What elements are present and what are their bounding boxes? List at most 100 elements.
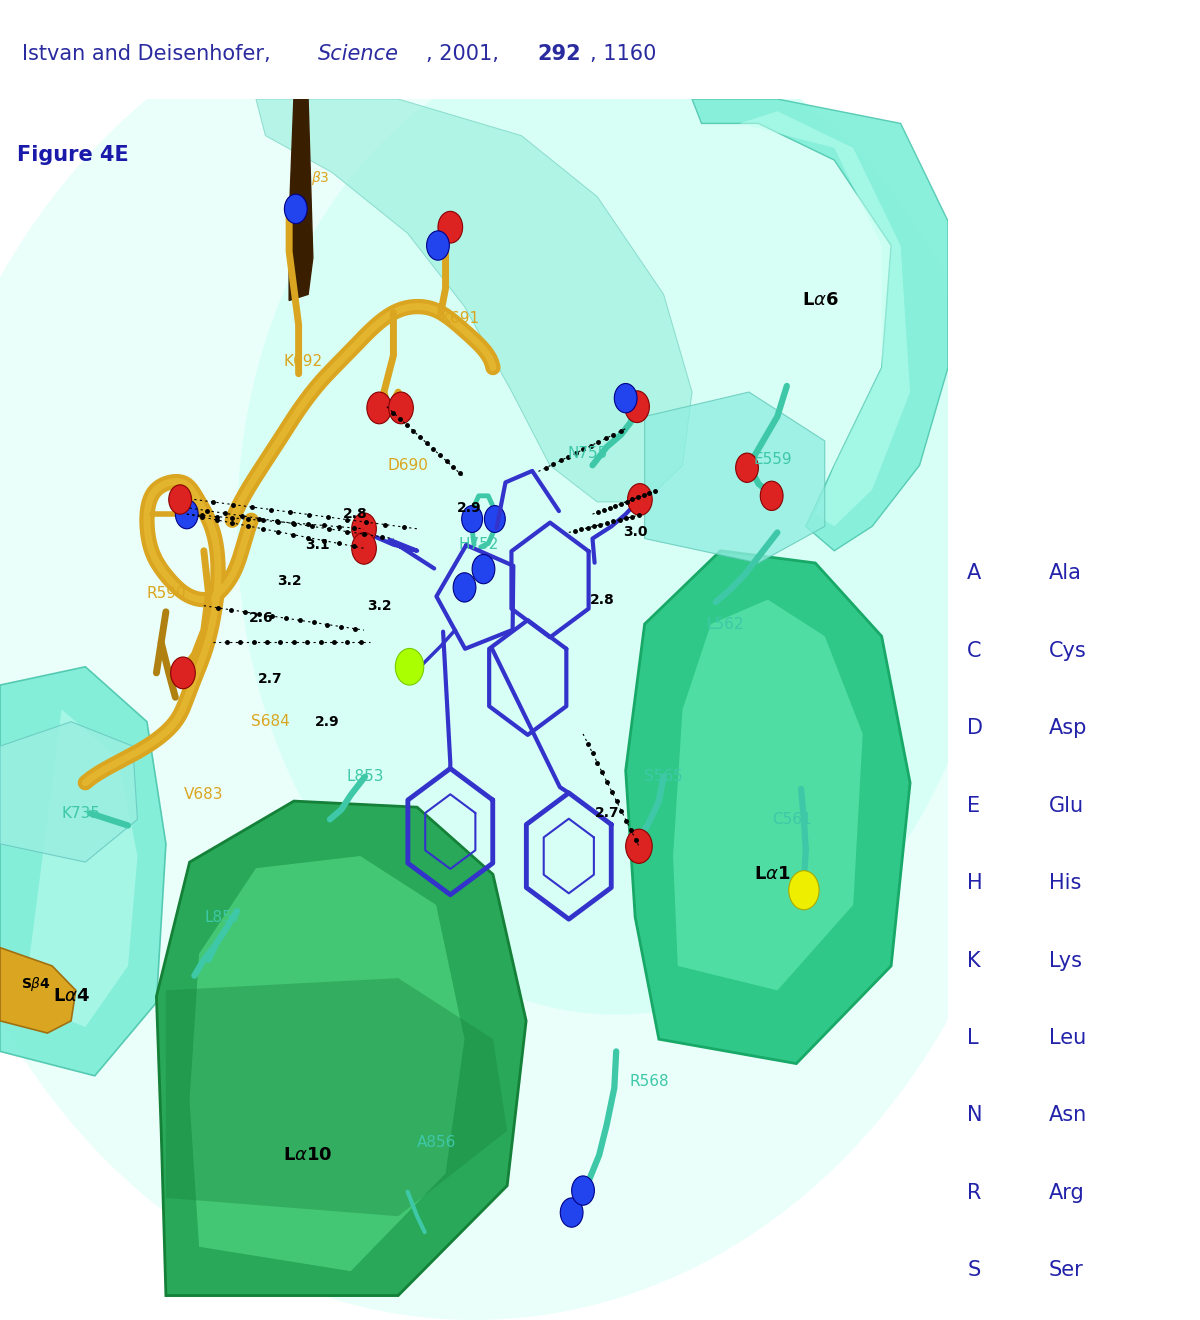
Text: Cys: Cys (1049, 640, 1086, 661)
Text: 3.2: 3.2 (367, 599, 391, 612)
Text: Leu: Leu (1049, 1028, 1086, 1048)
Text: L$\alpha$1: L$\alpha$1 (755, 866, 791, 883)
Polygon shape (644, 392, 824, 562)
Circle shape (454, 573, 476, 602)
Circle shape (625, 829, 653, 863)
Text: Figure 4E: Figure 4E (17, 145, 128, 165)
Circle shape (462, 506, 482, 532)
Polygon shape (0, 948, 76, 1034)
Text: S$\beta$4: S$\beta$4 (20, 975, 50, 993)
Text: 2.9: 2.9 (457, 502, 481, 515)
Text: N755: N755 (568, 446, 608, 461)
Text: , 2001,: , 2001, (426, 45, 503, 65)
Ellipse shape (238, 38, 996, 1015)
Polygon shape (0, 722, 138, 862)
Text: E: E (967, 796, 980, 816)
Text: His: His (1049, 873, 1081, 894)
Text: A: A (967, 564, 982, 583)
Text: Asp: Asp (1049, 718, 1087, 738)
Circle shape (352, 513, 377, 545)
Polygon shape (289, 99, 313, 301)
Circle shape (788, 871, 820, 909)
Circle shape (485, 506, 505, 532)
Text: 2.7: 2.7 (258, 672, 282, 686)
Circle shape (472, 554, 494, 583)
Circle shape (427, 231, 449, 260)
Text: L562: L562 (707, 616, 744, 631)
Text: R590: R590 (146, 586, 186, 601)
Text: Science: Science (318, 45, 398, 65)
Polygon shape (0, 667, 166, 1076)
Text: Asn: Asn (1049, 1105, 1087, 1126)
Circle shape (389, 392, 413, 424)
Text: E559: E559 (754, 451, 792, 467)
Text: D: D (967, 718, 983, 738)
Text: R568: R568 (630, 1074, 670, 1089)
Circle shape (571, 1176, 594, 1205)
Text: L$\alpha$4: L$\alpha$4 (53, 987, 90, 1006)
Circle shape (761, 482, 784, 511)
Text: $\beta$3: $\beta$3 (311, 169, 330, 187)
Text: K735: K735 (61, 805, 100, 821)
Text: Glu: Glu (1049, 796, 1084, 816)
Text: L$\alpha$6: L$\alpha$6 (802, 292, 839, 309)
Circle shape (352, 532, 377, 564)
Polygon shape (673, 599, 863, 990)
Circle shape (736, 453, 758, 482)
Text: Arg: Arg (1049, 1183, 1085, 1203)
Text: H752: H752 (458, 537, 499, 552)
Circle shape (438, 211, 463, 243)
Text: L: L (967, 1028, 979, 1048)
Text: 2.7: 2.7 (594, 807, 619, 820)
Polygon shape (625, 550, 910, 1064)
Text: 292: 292 (538, 45, 581, 65)
Polygon shape (190, 855, 464, 1271)
Text: 2.9: 2.9 (314, 714, 340, 729)
Text: Ser: Ser (1049, 1261, 1084, 1280)
Text: 3.0: 3.0 (623, 525, 648, 540)
Text: 3.1: 3.1 (305, 537, 330, 552)
Text: , 1160: , 1160 (590, 45, 656, 65)
Text: L$\alpha$10: L$\alpha$10 (283, 1146, 332, 1164)
Text: N: N (967, 1105, 983, 1126)
Text: 2.8: 2.8 (343, 507, 368, 521)
Text: C: C (967, 640, 982, 661)
Text: K692: K692 (283, 354, 323, 370)
Text: D690: D690 (388, 458, 428, 473)
Text: 2.8: 2.8 (589, 593, 614, 607)
Text: H: H (967, 873, 983, 894)
Polygon shape (739, 111, 910, 527)
Polygon shape (256, 99, 692, 502)
Circle shape (170, 657, 196, 689)
Text: V683: V683 (184, 788, 223, 803)
Circle shape (614, 384, 637, 413)
Polygon shape (692, 99, 948, 550)
Text: S684: S684 (251, 714, 289, 729)
Text: Istvan and Deisenhofer,: Istvan and Deisenhofer, (22, 45, 275, 65)
Polygon shape (24, 710, 138, 1027)
Text: K: K (967, 950, 980, 970)
Circle shape (625, 391, 649, 422)
Circle shape (169, 484, 192, 513)
Circle shape (284, 194, 307, 223)
Text: S565: S565 (644, 770, 683, 784)
Circle shape (560, 1199, 583, 1228)
Polygon shape (156, 801, 526, 1296)
Text: K691: K691 (440, 312, 479, 326)
Circle shape (175, 499, 198, 529)
Text: 3.2: 3.2 (277, 574, 301, 589)
Text: Lys: Lys (1049, 950, 1082, 970)
Text: 2.6: 2.6 (248, 611, 274, 624)
Ellipse shape (0, 0, 1043, 1320)
Text: C561: C561 (772, 812, 811, 826)
Text: L853: L853 (347, 770, 384, 784)
Circle shape (628, 483, 653, 515)
Text: A856: A856 (416, 1135, 456, 1151)
Polygon shape (166, 978, 508, 1216)
Text: R: R (967, 1183, 982, 1203)
Circle shape (367, 392, 391, 424)
Text: S: S (967, 1261, 980, 1280)
Circle shape (395, 648, 424, 685)
Text: Ala: Ala (1049, 564, 1081, 583)
Text: L857: L857 (204, 909, 241, 924)
